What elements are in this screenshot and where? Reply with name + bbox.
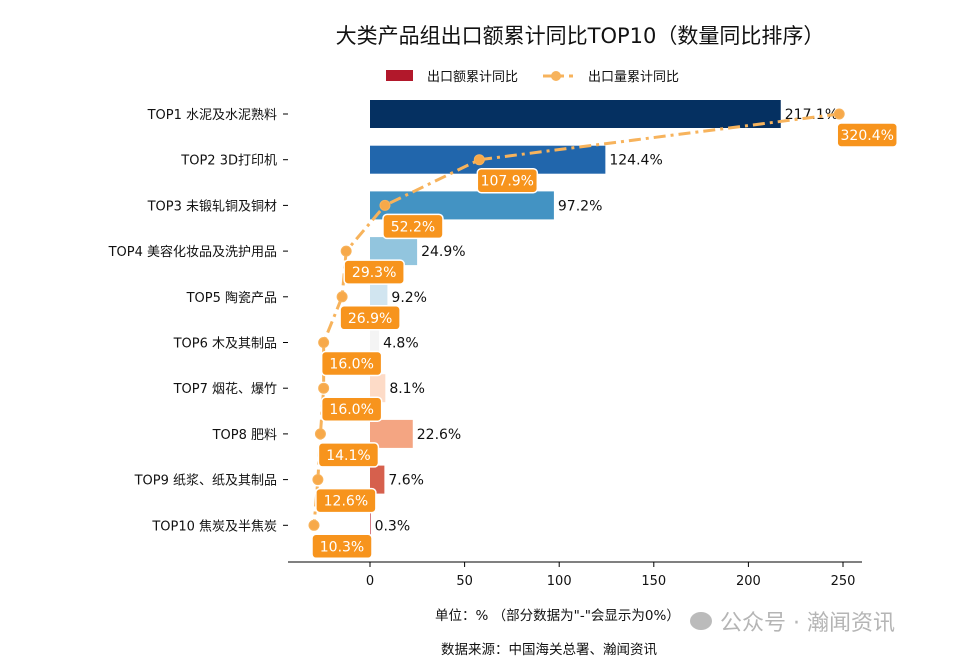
line-data-label: 14.1% (326, 448, 370, 464)
legend: 出口额累计同比 出口量累计同比 (386, 66, 679, 85)
bar (370, 328, 380, 357)
y-tick-label: TOP9 纸浆、纸及其制品 (134, 474, 277, 489)
bar-data-label: 97.2% (558, 198, 602, 214)
x-tick-label: 100 (547, 574, 572, 589)
bar-data-label: 22.6% (417, 427, 461, 443)
x-tick-label: 200 (736, 574, 761, 589)
line-point (473, 154, 485, 166)
y-tick-label: TOP5 陶瓷产品 (186, 290, 277, 306)
bar-data-label: 124.4% (609, 153, 662, 169)
line-data-label-box (836, 122, 898, 148)
line-point (318, 382, 330, 394)
line-point (379, 199, 391, 211)
line-point (833, 108, 845, 120)
x-tick-label: 0 (366, 574, 374, 589)
line-data-label-box (320, 396, 383, 422)
bar-data-label: 24.9% (421, 244, 465, 260)
line-data-label: 26.9% (348, 311, 392, 327)
line-point (312, 474, 324, 486)
bar-data-label: 0.3% (375, 518, 411, 534)
line-point (308, 519, 320, 531)
bar-data-label: 4.8% (383, 336, 419, 352)
bar-data-label: 9.2% (391, 290, 427, 306)
legend-bar-label: 出口额累计同比 (427, 70, 519, 85)
watermark: 公众号 · 瀚闻资讯 (690, 605, 895, 637)
line-data-label: 52.2% (391, 219, 435, 235)
y-tick-label: TOP1 水泥及水泥熟料 (147, 107, 277, 123)
y-tick-label: TOP2 3D打印机 (180, 154, 277, 169)
bar (370, 465, 385, 494)
line-data-label: 12.6% (324, 494, 368, 510)
bar (370, 100, 781, 128)
line-data-label-box (315, 487, 377, 514)
legend-line-swatch (543, 70, 574, 81)
x-tick-label: 150 (641, 574, 666, 589)
line-data-label: 320.4% (841, 128, 894, 144)
y-tick-label: TOP4 美容化妆品及洗护用品 (108, 244, 277, 260)
x-tick-label: 50 (456, 574, 473, 589)
line-data-label: 10.3% (320, 539, 364, 555)
line-data-label: 107.9% (481, 174, 534, 190)
bar-data-label: 8.1% (389, 381, 425, 397)
line-data-label-box (320, 350, 383, 377)
wechat-icon (690, 612, 712, 630)
y-tick-label: TOP8 肥料 (212, 428, 277, 443)
line-point (318, 337, 330, 348)
line-data-label-box (476, 167, 539, 194)
bar (370, 282, 388, 311)
x-axis-label: 单位：% （部分数据为"-"会显示为0%） (435, 608, 680, 624)
line-data-label-box (382, 213, 444, 240)
line-data-label: 29.3% (352, 265, 396, 281)
y-tick-label: TOP7 烟花、爆竹 (173, 381, 277, 397)
bar (370, 374, 386, 403)
line-data-label: 16.0% (329, 402, 373, 418)
line-data-label-box (311, 533, 373, 560)
line-point (340, 245, 352, 257)
line-data-label-box (317, 442, 380, 468)
line-data-label: 16.0% (329, 357, 373, 373)
chart-title: 大类产品组出口额累计同比TOP10（数量同比排序） (335, 24, 825, 48)
x-tick-label: 250 (831, 574, 856, 589)
line-point (336, 291, 348, 303)
legend-bar-swatch (386, 70, 413, 81)
bar-data-label: 217.1% (785, 107, 838, 123)
y-tick-label: TOP6 木及其制品 (173, 337, 277, 352)
y-tick-label: TOP3 未锻轧铜及铜材 (147, 199, 277, 214)
bar (370, 511, 371, 540)
source-note: 数据来源：中国海关总署、瀚闻资讯 (441, 642, 657, 658)
legend-line-label: 出口量累计同比 (588, 70, 680, 85)
line-data-label-box (343, 259, 405, 285)
y-tick-label: TOP10 焦炭及半焦炭 (151, 519, 277, 534)
bar-data-label: 7.6% (388, 473, 424, 489)
line-data-label-box (339, 305, 401, 331)
line-point (314, 428, 326, 440)
